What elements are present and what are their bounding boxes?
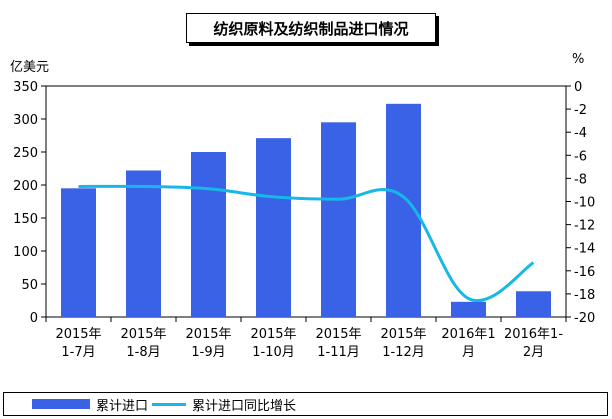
x-tick-label-1: 2015年 1-8月 — [120, 327, 166, 360]
right-tick-label-1: -2 — [574, 103, 587, 118]
legend-swatch-line — [152, 402, 186, 406]
x-tick-label-6: 2016年1 月 — [441, 327, 495, 360]
left-tick-label-1: 50 — [21, 278, 38, 293]
legend-label-bar: 累计进口 — [96, 398, 149, 414]
x-tick-label-5: 2015年 1-12月 — [380, 327, 426, 360]
right-tick-label-10: -20 — [574, 311, 595, 326]
x-tick-label-3: 2015年 1-10月 — [250, 327, 296, 360]
legend-item-bar: 累计进口 — [32, 393, 148, 415]
left-tick-label-7: 350 — [13, 80, 38, 95]
right-tick-label-6: -12 — [574, 219, 595, 234]
left-tick-label-3: 150 — [13, 212, 38, 227]
right-axis-unit: % — [572, 52, 585, 67]
left-axis-unit: 亿美元 — [10, 60, 50, 75]
left-tick-label-4: 200 — [13, 179, 38, 194]
left-tick-label-2: 100 — [13, 245, 38, 260]
left-tick-label-5: 250 — [13, 146, 38, 161]
right-tick-label-4: -8 — [574, 172, 587, 187]
right-tick-label-0: 0 — [574, 80, 582, 95]
right-tick-label-7: -14 — [574, 242, 595, 257]
x-tick-label-2: 2015年 1-9月 — [185, 327, 231, 360]
x-tick-label-0: 2015年 1-7月 — [55, 327, 101, 360]
right-tick-label-5: -10 — [574, 196, 595, 211]
bar-4 — [321, 122, 356, 317]
left-tick-label-6: 300 — [13, 113, 38, 128]
right-tick-label-3: -6 — [574, 149, 587, 164]
bar-3 — [256, 138, 291, 317]
plot-area — [45, 85, 567, 318]
bar-1 — [126, 170, 161, 317]
bar-2 — [191, 152, 226, 317]
right-axis: 0 -2 -4 -6 -8 -10 -12 -14 -16 -18 -20 — [566, 80, 595, 326]
line-layer — [78, 184, 535, 303]
legend-swatch-bar — [32, 399, 90, 409]
right-tick-label-2: -4 — [574, 126, 587, 141]
x-tick-label-7: 2016年1-2月 — [504, 327, 563, 360]
chart-title: 纺织原料及纺织制品进口情况 — [186, 13, 436, 43]
left-axis: 0 50 100 150 200 250 300 350 — [13, 80, 46, 326]
growth-line — [78, 184, 535, 303]
bar-6 — [451, 301, 486, 317]
x-tick-label-4: 2015年 1-11月 — [315, 327, 361, 360]
x-axis: 2015年 1-7月 2015年 1-8月 2015年 1-9月 2015年 1-10月 201… — [45, 317, 567, 360]
legend-item-line: 累计进口同比增长 — [152, 393, 296, 415]
bar-0 — [61, 188, 96, 317]
right-tick-label-8: -16 — [574, 265, 595, 280]
legend-label-line: 累计进口同比增长 — [192, 398, 297, 414]
bar-7 — [516, 291, 551, 317]
legend: 累计进口 累计进口同比增长 — [3, 392, 608, 416]
right-tick-label-9: -18 — [574, 288, 595, 303]
left-tick-label-0: 0 — [30, 311, 38, 326]
